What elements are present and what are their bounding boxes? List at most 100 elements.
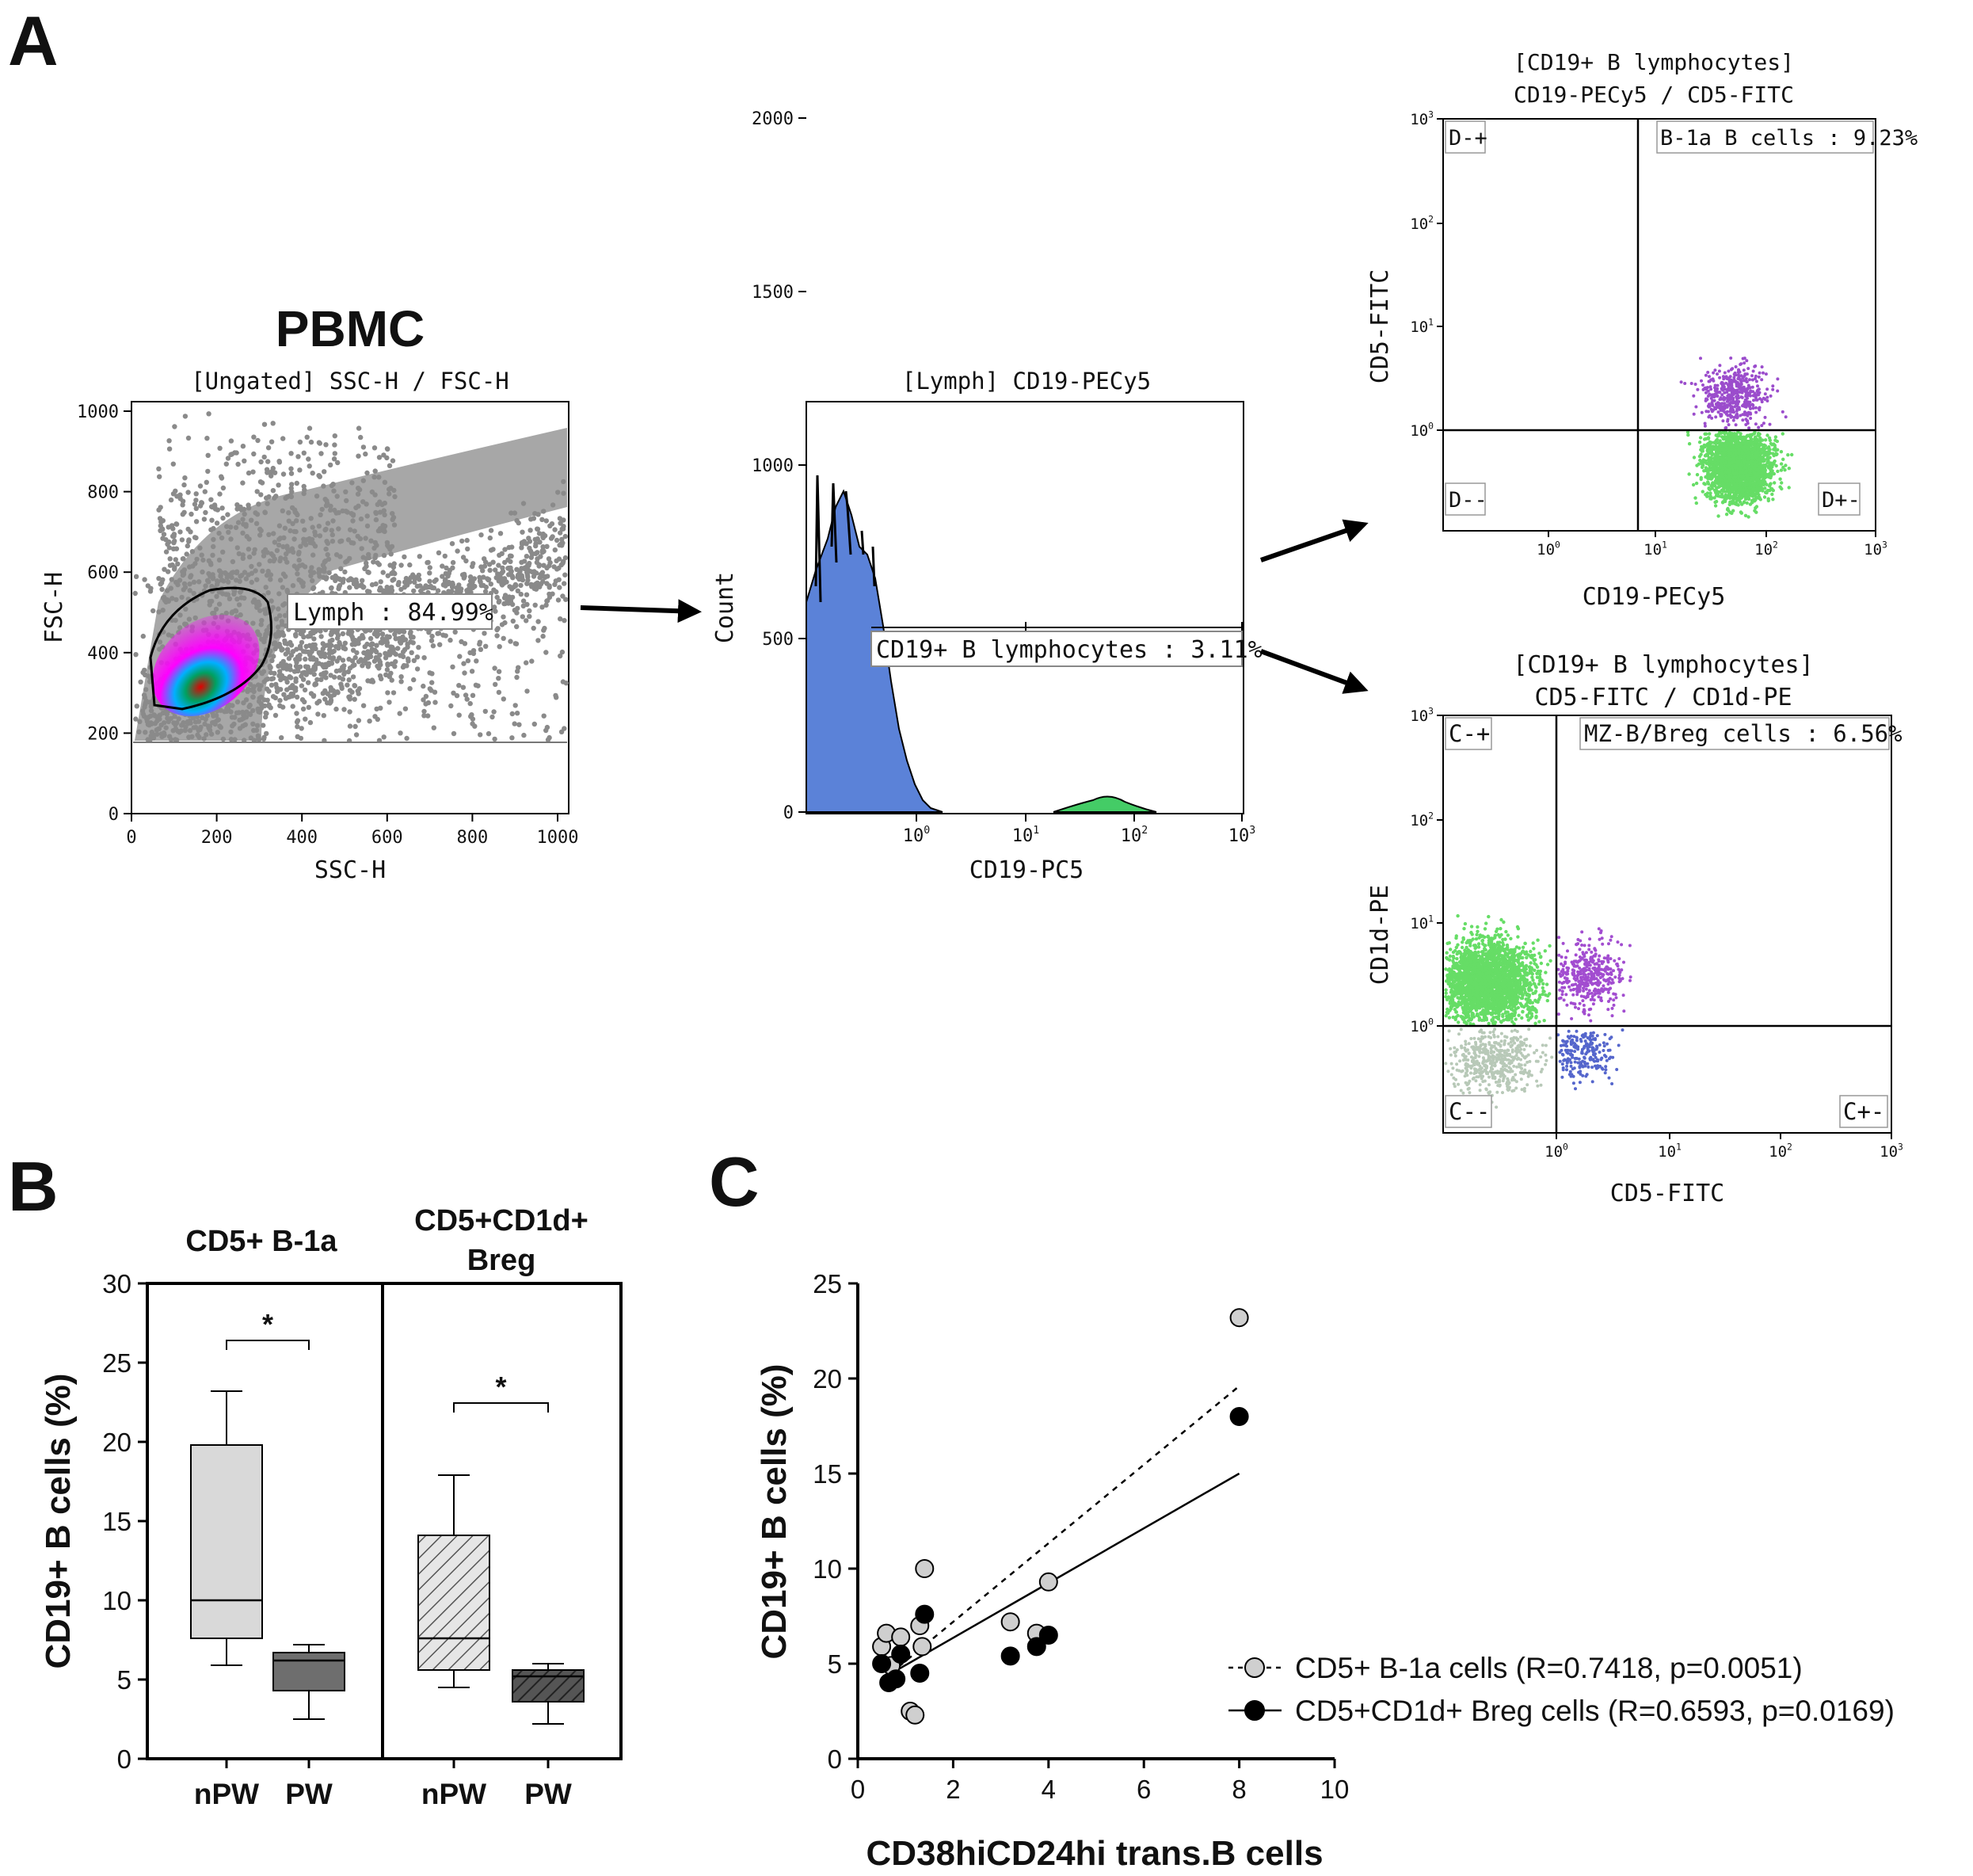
dot-top-event-green — [1721, 443, 1725, 447]
scatter-event — [462, 670, 467, 676]
scatter-event — [450, 565, 455, 570]
scatter-event — [329, 693, 334, 700]
scatter-event — [488, 547, 494, 553]
scatter-event — [352, 723, 358, 730]
scatter-event — [364, 589, 371, 594]
scatter-event — [308, 439, 314, 445]
scatter-event — [376, 562, 382, 567]
scatter-event — [225, 456, 231, 461]
dot-top-event-purple — [1776, 389, 1780, 393]
scatter-event — [407, 562, 413, 568]
scatter-event — [228, 452, 234, 457]
dot-top-event-green — [1735, 450, 1739, 455]
dot-top-event-purple — [1760, 378, 1764, 382]
dot-top-event-green — [1720, 463, 1724, 467]
scatter-event — [547, 562, 552, 569]
scatter-event — [509, 601, 516, 608]
dot-top-event-green — [1704, 492, 1708, 497]
dot-top-event-green — [1773, 459, 1777, 463]
scatter-event — [472, 723, 478, 729]
scatter-event — [459, 538, 465, 544]
dot-top-event-green — [1787, 467, 1791, 471]
scatter-event — [381, 734, 387, 740]
scatter-event — [400, 654, 406, 660]
dot-top-event-green — [1761, 470, 1765, 475]
dot-top-event-green — [1758, 482, 1763, 487]
scatter-event — [322, 696, 328, 702]
scatter-event — [395, 646, 401, 651]
scatter-event — [470, 648, 477, 654]
dot-top-event-purple — [1754, 406, 1758, 410]
scatter-event — [316, 699, 322, 704]
scatter-event — [172, 424, 177, 429]
scatter-event — [254, 489, 260, 494]
scatter-event — [326, 662, 332, 667]
scatter-event — [519, 574, 525, 580]
scatter-event — [547, 583, 552, 589]
scatter-event — [295, 668, 301, 674]
dot-top-event-purple — [1722, 377, 1726, 381]
scatter-event — [299, 673, 304, 679]
scatter-event — [535, 526, 541, 532]
scatter-event — [338, 681, 344, 687]
scatter-event — [501, 635, 506, 641]
scatter-event — [204, 479, 209, 485]
scatter-event — [353, 579, 359, 585]
scatter-event — [311, 672, 317, 677]
scatter-event — [411, 677, 417, 683]
scatter-event — [505, 557, 511, 562]
scatter-event — [513, 641, 520, 646]
dot-top-event-green — [1709, 450, 1714, 454]
scatter-event — [336, 585, 341, 592]
scatter-event — [416, 645, 421, 650]
scatter-event — [347, 665, 353, 671]
dot-top-event-purple — [1781, 410, 1784, 414]
scatter-event — [173, 521, 180, 527]
scatter-event — [279, 735, 284, 741]
scatter-event — [303, 656, 308, 662]
scatter-event — [340, 677, 346, 682]
scatter-event — [494, 633, 500, 639]
scatter-event — [463, 558, 469, 564]
scatter-event — [542, 574, 548, 580]
scatter-event — [492, 665, 497, 671]
scatter-event — [299, 639, 305, 646]
scatter-event — [270, 676, 276, 681]
scatter-event — [185, 435, 192, 441]
scatter-event — [432, 578, 437, 584]
scatter-event — [499, 622, 505, 627]
scatter-event — [362, 644, 368, 650]
scatter-event — [265, 459, 271, 464]
dot-top-event-green — [1731, 500, 1735, 504]
scatter-event — [478, 582, 484, 589]
scatter-event — [347, 688, 353, 693]
scatter-event — [173, 557, 178, 562]
scatter-event — [562, 555, 569, 561]
dot-top-event-purple — [1699, 357, 1702, 360]
scatter-event — [421, 713, 427, 719]
scatter-ytick: 600 — [87, 563, 119, 583]
scatter-event — [495, 626, 501, 631]
dot-top-event-purple — [1756, 384, 1759, 388]
scatter-event — [497, 644, 502, 650]
arrow-to-histogram — [580, 599, 702, 623]
scatter-event — [524, 688, 530, 694]
dot-top-event-green — [1780, 486, 1784, 491]
dot-top-event-green — [1720, 489, 1724, 493]
scatter-event — [535, 619, 541, 624]
dot-top-event-purple — [1734, 423, 1738, 427]
scatter-event — [431, 725, 436, 730]
dot-top-event-green — [1713, 469, 1717, 473]
scatter-event — [265, 445, 272, 451]
scatter-event — [356, 691, 361, 696]
dot-top-event-purple — [1739, 363, 1743, 366]
scatter-event — [387, 673, 392, 679]
scatter-event — [491, 604, 497, 610]
scatter-event — [487, 535, 493, 541]
scatter-event — [315, 711, 321, 717]
scatter-event — [545, 598, 550, 604]
dot-top-event-purple — [1689, 382, 1693, 385]
scatter-event — [551, 564, 557, 570]
scatter-event — [521, 732, 527, 738]
scatter-event — [524, 592, 530, 597]
